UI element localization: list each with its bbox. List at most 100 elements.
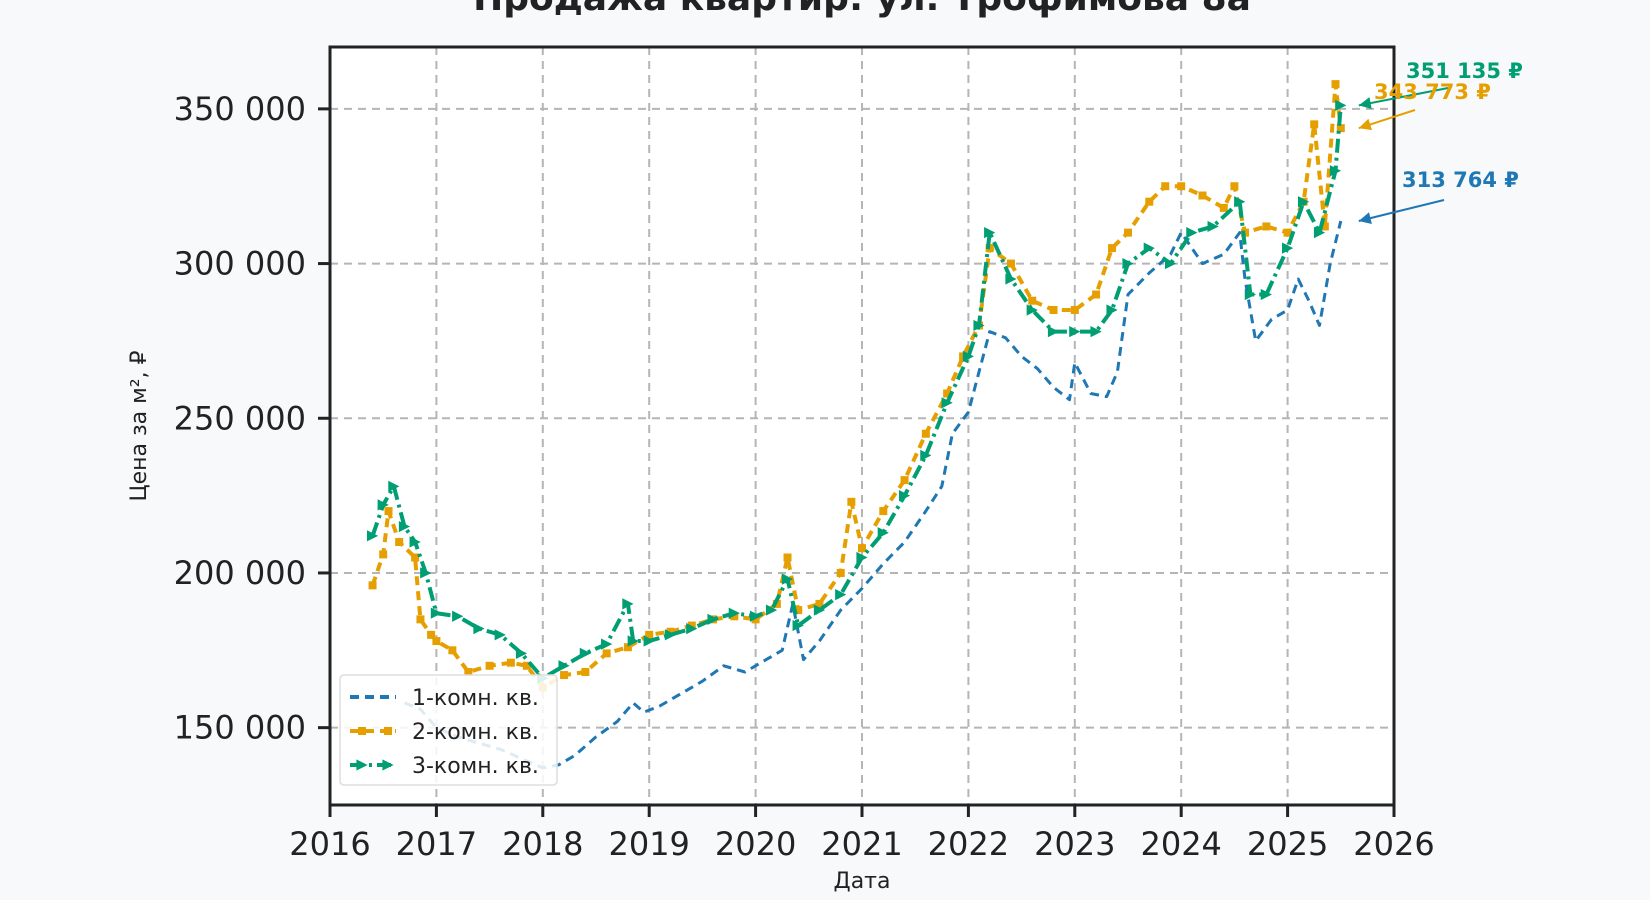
data-point-marker [783, 553, 792, 562]
data-point-marker [1161, 182, 1170, 191]
x-axis-label: Дата [834, 869, 891, 894]
annotation-arrowhead [1358, 118, 1373, 131]
data-point-marker [1108, 244, 1117, 253]
series-1 [403, 220, 1343, 770]
data-point-marker [686, 623, 698, 635]
data-point-marker [464, 667, 473, 676]
data-point-marker [416, 615, 425, 624]
legend-entry: 1-комн. кв. [350, 686, 539, 711]
legend: 1-комн. кв. 2-комн. кв. 3-комн. кв. [339, 674, 558, 786]
data-point-marker [1336, 124, 1345, 133]
data-point-marker [1026, 304, 1038, 316]
data-point-marker [900, 476, 909, 485]
data-point-marker [379, 550, 388, 559]
data-point-marker [1122, 257, 1134, 270]
data-point-marker [1006, 259, 1015, 268]
data-point-marker [835, 589, 847, 601]
data-point-marker [384, 507, 393, 516]
legend-entry: 3-комн. кв. [350, 754, 539, 779]
data-point-marker [781, 573, 794, 585]
data-point-marker [1207, 220, 1219, 233]
data-point-marker [1177, 182, 1186, 191]
data-point-marker [858, 544, 866, 553]
x-tick-label: 2024 [1140, 825, 1221, 863]
data-point-marker [558, 660, 570, 672]
data-point-marker [452, 610, 464, 622]
x-tick-label: 2019 [608, 825, 689, 863]
data-point-marker [388, 480, 400, 492]
x-tick-label: 2016 [289, 825, 370, 863]
data-point-marker [973, 319, 985, 332]
x-tick-label: 2022 [928, 825, 1009, 863]
annotation-label: 343 773 ₽ [1374, 80, 1491, 104]
x-tick-label: 2023 [1034, 825, 1115, 863]
data-point-marker [1124, 228, 1132, 237]
data-point-marker [728, 607, 740, 619]
data-point-marker [664, 629, 677, 641]
axis-ticks: 2016 2017 2018 2019 2020 2021 2022 2023 2024 2025… [174, 90, 1435, 863]
data-point-marker [1143, 242, 1155, 254]
annotation-arrow-line [1358, 87, 1449, 107]
data-point-marker [687, 621, 696, 630]
data-point-marker [368, 581, 377, 590]
data-point-marker [943, 389, 952, 398]
data-point-marker [898, 490, 911, 502]
data-point-marker [1090, 326, 1102, 338]
data-point-marker [1234, 196, 1246, 208]
data-point-marker [411, 553, 420, 562]
data-point-marker [1198, 191, 1207, 200]
data-point-marker [1092, 290, 1101, 299]
data-point-marker [358, 727, 366, 735]
data-point-marker [1283, 228, 1292, 237]
data-point-marker [356, 759, 368, 771]
x-tick-label: 2017 [396, 825, 477, 863]
data-point-marker [1310, 120, 1319, 129]
data-point-marker [1219, 203, 1228, 212]
data-point-marker [920, 449, 932, 461]
data-point-marker [877, 527, 889, 539]
data-point-marker [792, 619, 804, 632]
data-point-marker [765, 604, 778, 616]
annotation-arrow-line [1358, 199, 1445, 222]
data-point-marker [366, 530, 379, 542]
data-point-marker [1331, 80, 1340, 89]
data-point-marker [815, 599, 824, 608]
data-point-marker [1320, 222, 1329, 231]
data-point-marker [522, 661, 531, 670]
annotation-arrowhead [1358, 97, 1372, 109]
chart-title: Продажа квартир: ул. Трофимова 8а [473, 0, 1251, 19]
annotation-label: 313 764 ₽ [1402, 168, 1519, 192]
data-point-marker [420, 567, 432, 579]
data-point-marker [1028, 296, 1037, 305]
data-point-marker [430, 607, 442, 619]
data-point-marker [730, 612, 739, 621]
data-point-marker [409, 536, 421, 548]
data-point-marker [485, 661, 494, 670]
y-tick-label: 250 000 [174, 399, 306, 437]
legend-box [339, 674, 558, 786]
value-annotation: 351 135 ₽ [1358, 59, 1523, 109]
x-tick-label: 2026 [1353, 825, 1434, 863]
data-point-marker [1230, 182, 1239, 191]
legend-label: 1-комн. кв. [412, 686, 539, 711]
data-point-marker [645, 630, 654, 639]
data-point-marker [921, 429, 930, 438]
data-point-marker [1164, 257, 1177, 270]
data-point-marker [579, 647, 591, 659]
legend-label: 2-комн. кв. [412, 720, 539, 745]
data-point-marker [1262, 222, 1271, 231]
data-point-marker [448, 646, 457, 655]
data-point-marker [879, 507, 888, 516]
y-axis-label: Цена за м², ₽ [127, 350, 152, 501]
y-tick-label: 300 000 [174, 245, 306, 283]
data-point-marker [1049, 305, 1058, 314]
data-point-marker [847, 497, 856, 506]
series-line [403, 220, 1343, 770]
data-point-marker [494, 629, 506, 641]
data-point-marker [794, 606, 803, 615]
data-point-marker [962, 350, 974, 362]
data-point-marker [1070, 305, 1079, 314]
data-point-marker [623, 643, 632, 652]
data-point-marker [836, 568, 845, 577]
